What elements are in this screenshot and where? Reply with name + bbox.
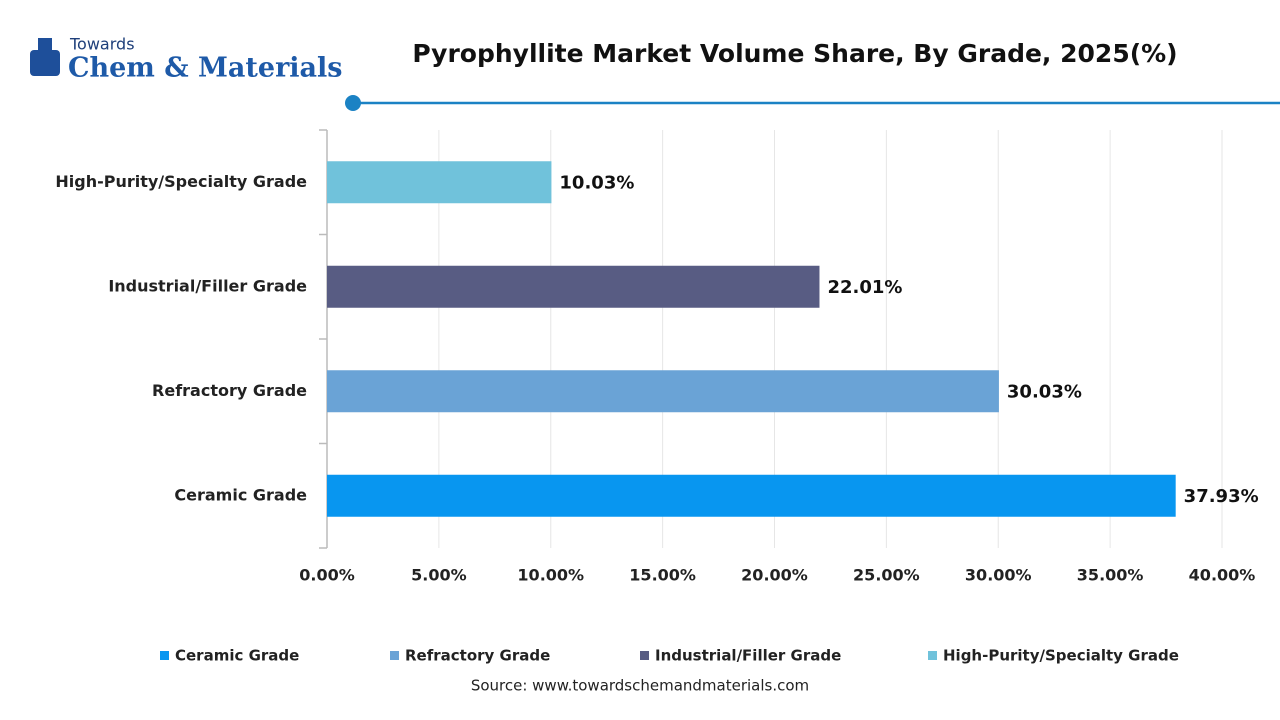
legend-label: Ceramic Grade [175,647,299,665]
logo-brand: Chem & Materials [68,53,343,84]
y-tick-label: Ceramic Grade [174,485,307,504]
logo-icon [30,50,60,76]
x-tick-label: 40.00% [1189,566,1256,585]
y-tick-label: High-Purity/Specialty Grade [55,172,307,191]
x-tick-label: 0.00% [299,566,355,585]
x-tick-label: 20.00% [741,566,808,585]
logo-top: Towards [69,35,135,54]
legend-swatch [640,651,649,660]
logo-icon [38,38,52,52]
value-label: 37.93% [1184,486,1259,507]
x-tick-label: 10.00% [517,566,584,585]
x-tick-label: 25.00% [853,566,920,585]
logo: Towards Chem & Materials [30,35,343,84]
chart-title: Pyrophyllite Market Volume Share, By Gra… [412,39,1177,68]
x-tick-label: 15.00% [629,566,696,585]
bar [327,474,1176,517]
value-label: 22.01% [827,277,902,298]
value-label: 10.03% [559,172,634,193]
x-tick-label: 35.00% [1077,566,1144,585]
legend-label: Refractory Grade [405,647,550,665]
bar [327,370,999,413]
legend-label: Industrial/Filler Grade [655,647,841,665]
header-dot [345,95,361,111]
legend-swatch [928,651,937,660]
source: Source: www.towardschemandmaterials.com [471,677,809,695]
legend-swatch [390,651,399,660]
x-tick-label: 30.00% [965,566,1032,585]
bar [327,161,552,204]
bar [327,265,820,308]
y-tick-label: Industrial/Filler Grade [108,276,307,295]
value-label: 30.03% [1007,381,1082,402]
legend-swatch [160,651,169,660]
legend-label: High-Purity/Specialty Grade [943,647,1179,665]
x-tick-label: 5.00% [411,566,467,585]
y-tick-label: Refractory Grade [152,381,307,400]
